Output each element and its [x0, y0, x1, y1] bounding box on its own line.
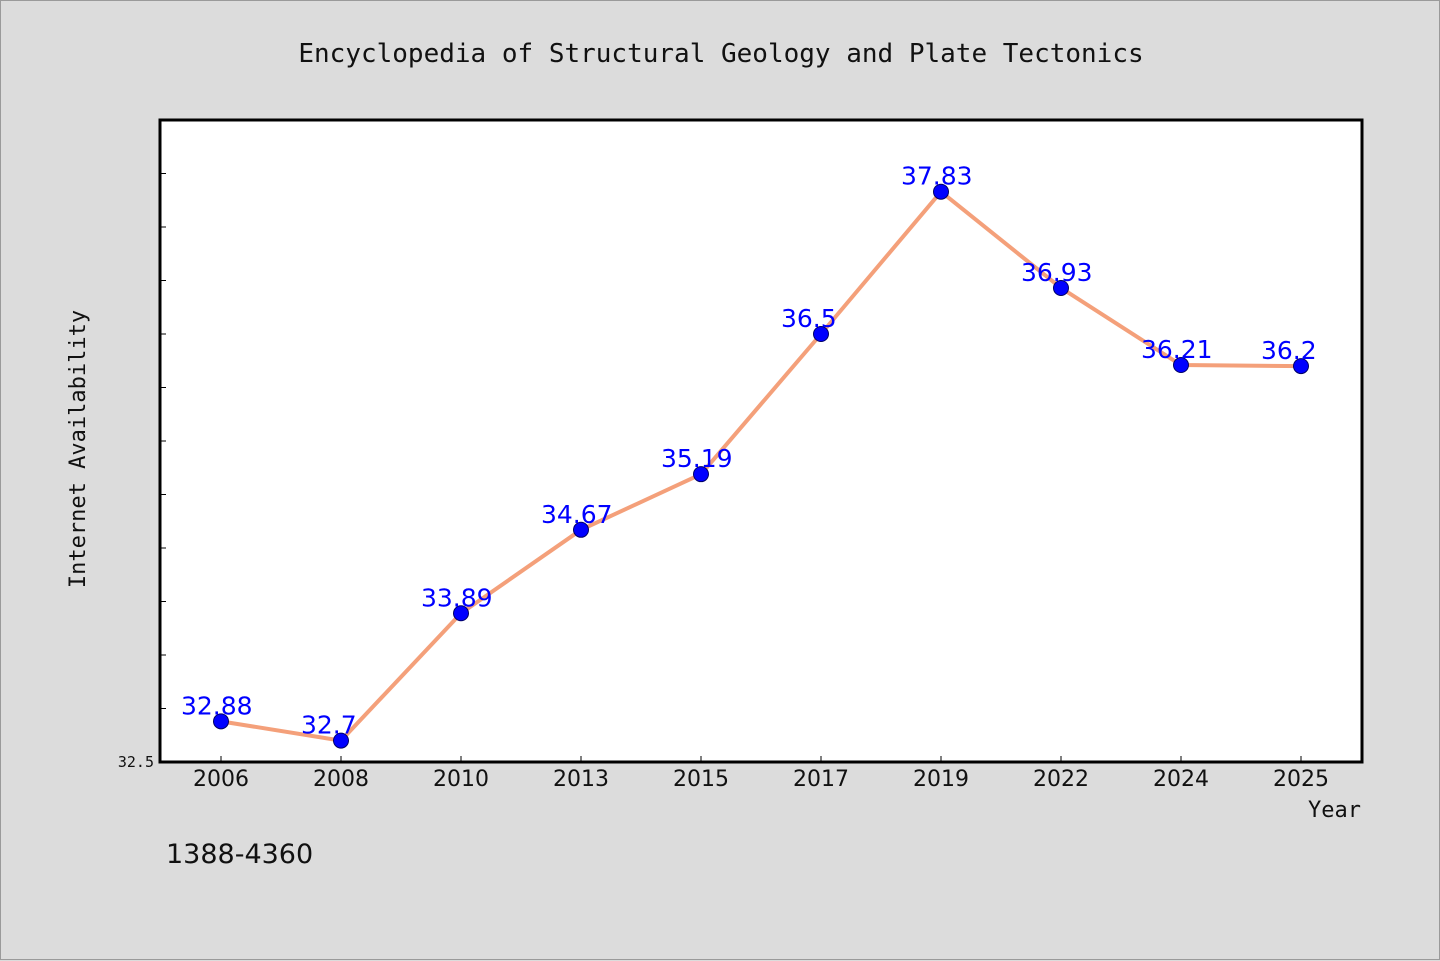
x-tick-label: 2013 — [553, 767, 609, 792]
x-tick-label: 2008 — [313, 767, 369, 792]
data-point-marker — [333, 732, 349, 749]
plot-area — [158, 118, 1364, 764]
data-point-label: 33.89 — [421, 583, 493, 612]
data-point-label: 36.5 — [781, 304, 837, 333]
x-axis-ticks: 2006 2008 2010 2013 2015 2017 2019 2022 2024 2025 — [193, 756, 1329, 792]
data-point-label: 37.83 — [901, 162, 973, 191]
y-axis-ticks: 32.5 — [118, 173, 166, 771]
y-tick-label: 32.5 — [118, 753, 154, 771]
data-point-marker — [933, 183, 949, 200]
data-point-marker — [1293, 358, 1309, 375]
x-tick-label: 2025 — [1273, 767, 1329, 792]
x-axis-label: Year — [1308, 798, 1361, 823]
data-point-label: 32.7 — [301, 711, 357, 740]
series-line — [219, 189, 1303, 743]
data-point-marker — [573, 521, 589, 538]
data-point-marker — [1053, 279, 1069, 296]
data-labels: 32.88 32.7 33.89 34.67 35.19 36.5 37.83 36.93 36… — [181, 162, 1317, 740]
data-point-label: 34.67 — [541, 500, 613, 529]
x-tick-label: 2022 — [1033, 767, 1089, 792]
data-point-label: 36.93 — [1021, 258, 1093, 287]
data-point-marker — [813, 326, 829, 342]
data-point-marker — [1173, 357, 1189, 374]
chart-title: Encyclopedia of Structural Geology and P… — [298, 39, 1143, 69]
footnote: 1388-4360 — [166, 839, 313, 870]
x-tick-label: 2006 — [193, 767, 249, 792]
x-tick-label: 2015 — [673, 767, 729, 792]
x-tick-label: 2019 — [913, 767, 969, 792]
data-point-label: 36.21 — [1141, 335, 1213, 364]
x-tick-label: 2017 — [793, 767, 849, 792]
data-point-marker — [213, 713, 229, 730]
y-axis-label: Internet Availability — [66, 310, 91, 588]
x-tick-label: 2024 — [1153, 767, 1209, 792]
data-point-label: 32.88 — [181, 691, 253, 720]
data-point-label: 35.19 — [661, 444, 733, 473]
x-tick-label: 2010 — [433, 767, 489, 792]
data-point-marker — [453, 605, 469, 622]
data-point-label: 36.2 — [1261, 336, 1317, 365]
data-markers — [213, 183, 1309, 749]
data-point-marker — [693, 466, 709, 483]
